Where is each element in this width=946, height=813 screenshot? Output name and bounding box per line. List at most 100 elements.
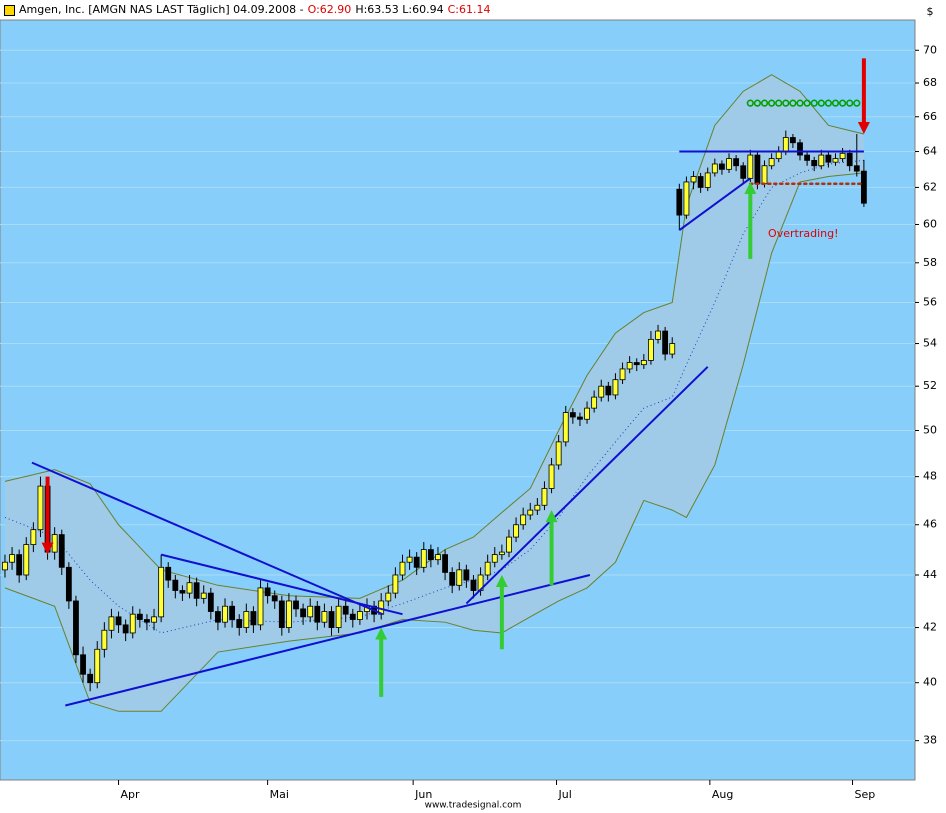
candle-body <box>158 566 165 618</box>
candle-body <box>860 170 867 204</box>
candle-body <box>115 616 122 626</box>
watermark: www.tradesignal.com <box>425 801 522 811</box>
candle-body <box>165 566 172 581</box>
candle-body <box>207 592 214 612</box>
candle-body <box>690 176 697 183</box>
y-tick-label: 42 <box>923 621 937 634</box>
candle-body <box>257 587 264 626</box>
candle-body <box>385 592 392 602</box>
y-tick-label: 52 <box>923 379 937 392</box>
candle-body <box>413 556 420 568</box>
signal-circle <box>796 99 804 107</box>
candle-body <box>804 154 811 161</box>
candle-body <box>243 611 250 628</box>
candle-body <box>811 160 818 167</box>
candle-body <box>612 379 619 396</box>
y-tick-label: 46 <box>923 518 937 531</box>
candle-body <box>94 648 101 684</box>
y-tick-label: 44 <box>923 568 937 581</box>
trendline <box>678 177 751 231</box>
signal-circle <box>810 99 818 107</box>
candle-body <box>87 673 94 684</box>
x-tick-label: Mai <box>270 788 289 801</box>
candle-body <box>527 509 534 516</box>
y-tick-label: 70 <box>923 43 937 56</box>
candle-body <box>662 330 669 355</box>
candle-body <box>193 582 200 599</box>
signal-circle <box>803 99 811 107</box>
y-tick-label: 56 <box>923 295 937 308</box>
y-tick-label: 48 <box>923 470 937 483</box>
candle-body <box>229 605 236 620</box>
high-low-label: H:63.53 L:60.94 <box>355 3 444 16</box>
candle-body <box>101 629 108 650</box>
signal-arrow-head <box>495 574 508 587</box>
candle-body <box>65 566 72 602</box>
annotation: Overtrading! <box>768 227 838 240</box>
candle-body <box>420 549 427 568</box>
candle-body <box>215 611 221 623</box>
candle-body <box>839 152 846 160</box>
candle-body <box>719 163 725 170</box>
candle-body <box>584 407 590 420</box>
x-tick-label: Aug <box>712 788 733 801</box>
candle-body <box>726 158 732 170</box>
candle-body <box>648 338 654 361</box>
y-tick-label: 38 <box>923 734 937 747</box>
candle-body <box>569 412 576 418</box>
y-tick-label: 68 <box>923 76 937 89</box>
x-tick-label: Sep <box>855 788 876 801</box>
signal-arrow-head <box>41 542 54 555</box>
lower-band <box>4 172 864 712</box>
candle-body <box>626 362 633 370</box>
candle-body <box>520 514 527 526</box>
currency-label: $ <box>927 5 934 18</box>
candle-body <box>797 142 803 156</box>
candle-body <box>768 158 775 167</box>
candle-body <box>30 529 37 545</box>
signal-circle <box>853 99 861 107</box>
candle-body <box>506 536 512 553</box>
signal-circle <box>846 99 854 107</box>
candle-body <box>463 569 470 581</box>
candle-body <box>2 561 8 571</box>
signal-circle <box>768 99 776 107</box>
candle-body <box>449 572 456 586</box>
candle-body <box>548 464 555 489</box>
candle-body <box>80 654 86 675</box>
candle-body <box>37 485 44 531</box>
candle-body <box>314 605 321 623</box>
candle-body <box>655 330 661 340</box>
candle-body <box>676 188 683 216</box>
candle-body <box>236 619 243 628</box>
signal-circle <box>760 99 769 107</box>
candle-body <box>442 554 448 573</box>
candle-body <box>9 554 15 563</box>
candle-body <box>782 137 789 152</box>
signal-arrow-head <box>545 510 558 523</box>
candle-body <box>484 561 491 576</box>
candle-body <box>342 605 349 615</box>
x-tick-label: Jul <box>558 788 572 801</box>
candle-body <box>172 579 179 591</box>
y-tick-label: 64 <box>923 145 937 158</box>
candle-body <box>129 613 136 634</box>
candle-body <box>222 605 228 623</box>
y-tick-label: 50 <box>923 424 937 437</box>
x-tick-label: Jun <box>414 788 432 801</box>
y-tick-label: 40 <box>923 676 937 689</box>
y-tick-label: 58 <box>923 256 937 269</box>
candle-body <box>328 611 335 628</box>
candle-body <box>144 619 150 623</box>
candle-body <box>179 590 186 594</box>
candle-body <box>513 524 519 538</box>
candle-body <box>591 396 598 409</box>
candle-body <box>58 534 65 568</box>
candle-body <box>562 412 569 443</box>
candle-body <box>498 551 505 556</box>
candle-body <box>683 181 690 216</box>
candle-body <box>733 158 740 167</box>
candle-body <box>321 611 328 623</box>
candle-body <box>427 549 434 561</box>
candle-body <box>16 554 23 576</box>
